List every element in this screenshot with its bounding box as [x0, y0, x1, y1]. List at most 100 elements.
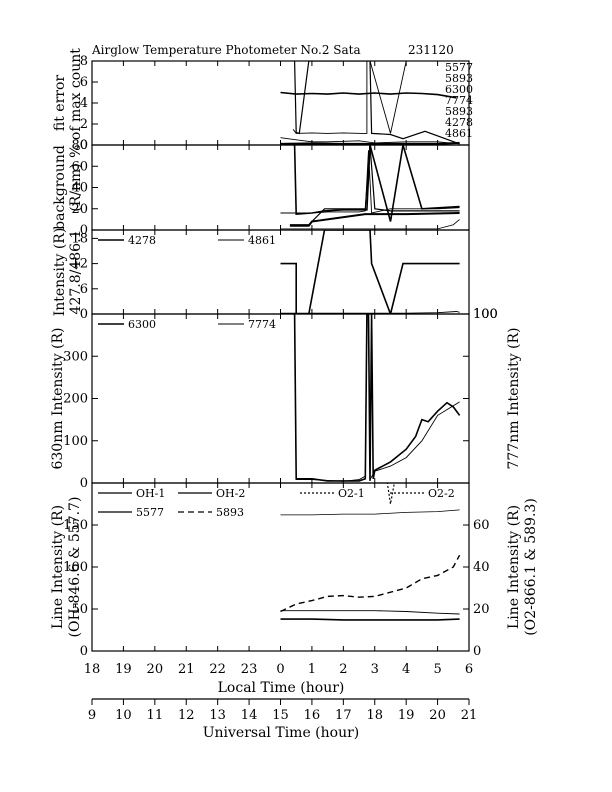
legend-entry: 5893	[445, 72, 473, 85]
universal-time-tick-label: 17	[335, 708, 352, 723]
series-7774-line	[293, 61, 460, 145]
y-tick-label: 12	[71, 257, 88, 272]
universal-time-tick-label: 21	[461, 708, 478, 723]
panel-frame	[91, 60, 470, 146]
y-tick-label: 0	[80, 476, 88, 491]
local-time-tick-label: 0	[276, 662, 284, 677]
y-tick-label: 8	[80, 54, 88, 69]
legend-entry: 5893	[216, 506, 244, 519]
y-tick-label: 2	[80, 117, 88, 132]
series-OH-2-line	[280, 610, 460, 615]
y-axis-label-right: 777nm Intensity (R)	[506, 327, 522, 469]
series-4278-line	[280, 219, 460, 230]
local-time-tick-label: 3	[371, 662, 379, 677]
y-tick-label: 0	[80, 223, 88, 238]
universal-time-tick-label: 19	[398, 708, 415, 723]
legend-entry: 5577	[445, 61, 473, 74]
series-5577-line	[280, 509, 460, 516]
y-right-tick-label: 20	[473, 602, 490, 617]
series-5577-line	[293, 145, 460, 222]
series-5893-line	[280, 91, 457, 99]
y-tick-label: 40	[71, 181, 88, 196]
legend: 4278 4861	[98, 234, 276, 247]
y-tick-label: 0	[80, 138, 88, 153]
series-6300-line	[289, 145, 460, 226]
y-tick-label: 20	[71, 202, 88, 217]
series-4278-line	[280, 141, 460, 145]
universal-time-tick-label: 11	[147, 708, 164, 723]
legend-entry: OH-1	[136, 487, 165, 500]
x-axes-group: 18 19 20 21 22 23 0 1 2 3 4 5 69 10 11 12 13 14 15 16 17 18 19…	[84, 662, 478, 723]
local-time-label: Local Time (hour)	[218, 680, 345, 696]
series-group	[293, 314, 461, 482]
series-4861-line	[280, 137, 460, 145]
legend-entry: 4278	[128, 234, 156, 247]
local-time-tick-label: 19	[115, 662, 132, 677]
universal-time-tick-label: 15	[272, 708, 289, 723]
local-time-tick-label: 5	[433, 662, 441, 677]
y-right-tick-label: 0	[473, 644, 481, 659]
legend-entry: O2-2	[428, 487, 455, 500]
local-time-tick-label: 20	[147, 662, 164, 677]
y-tick-label: 4	[80, 96, 88, 111]
legend-entry: 7774	[445, 94, 473, 107]
series-7774-line	[289, 212, 460, 227]
series-group	[280, 230, 460, 314]
series-4861-line	[280, 311, 460, 314]
figure-title: Airglow Temperature Photometer No.2 Sata	[91, 43, 361, 57]
y-axis-label-left: Line Intensity (R)	[50, 505, 66, 629]
local-time-tick-label: 6	[465, 662, 473, 677]
y-tick-label: 60	[71, 159, 88, 174]
y-axis-label-left-2: (OH-846.6 & 557.7)	[67, 497, 83, 638]
series-group	[280, 145, 460, 230]
series-4278-line	[280, 230, 460, 314]
local-time-tick-label: 2	[339, 662, 347, 677]
universal-time-tick-label: 14	[241, 708, 258, 723]
series-6300-line	[293, 314, 461, 482]
legend-entry: 5893	[445, 105, 473, 118]
y-tick-label: 200	[63, 392, 88, 407]
local-time-tick-label: 1	[308, 662, 316, 677]
universal-time-tick-label: 18	[366, 708, 383, 723]
legend-entry: OH-2	[216, 487, 245, 500]
y-tick-label: 100	[63, 560, 88, 575]
y-right-tick-label: 40	[473, 560, 490, 575]
local-time-tick-label: 4	[402, 662, 410, 677]
legend: 6300 7774	[98, 318, 276, 331]
y-tick-label: 6	[80, 75, 88, 90]
local-time-tick-label: 23	[241, 662, 258, 677]
series-group	[280, 61, 460, 145]
universal-time-tick-label: 20	[429, 708, 446, 723]
legend-entry: 4861	[445, 127, 473, 140]
series-7774-line	[293, 314, 460, 482]
universal-time-tick-label: 13	[209, 708, 226, 723]
figure-code: 231120	[408, 43, 454, 57]
y-axis-label-right-2: (O2-866.1 & 589.3)	[523, 498, 539, 636]
y-tick-label: 18	[71, 231, 88, 246]
y-tick-label: 6	[80, 282, 88, 297]
y-tick-label: 100	[63, 434, 88, 449]
legend-entry: 4278	[445, 116, 473, 129]
y-right-tick-label: 100	[473, 307, 498, 322]
y-axis-label: fit error	[52, 75, 68, 132]
y-tick-label: 150	[63, 518, 88, 533]
local-time-tick-label: 22	[209, 662, 226, 677]
legend-entry: 6300	[445, 83, 473, 96]
legend-entry: 4861	[248, 234, 276, 247]
universal-time-tick-label: 16	[304, 708, 321, 723]
series-group	[280, 483, 461, 621]
y-tick-label: 300	[63, 349, 88, 364]
universal-time-tick-label: 12	[178, 708, 195, 723]
legend-entry: 7774	[248, 318, 276, 331]
series-OH-1-line	[280, 618, 460, 621]
universal-time-tick-label: 10	[115, 708, 132, 723]
legend: OH-1 OH-2 O2-1 O2-2 5577 5893	[98, 487, 455, 519]
universal-time-tick-label: 9	[88, 708, 96, 723]
legend-entry: 6300	[128, 318, 156, 331]
legend-entry: O2-1	[338, 487, 365, 500]
